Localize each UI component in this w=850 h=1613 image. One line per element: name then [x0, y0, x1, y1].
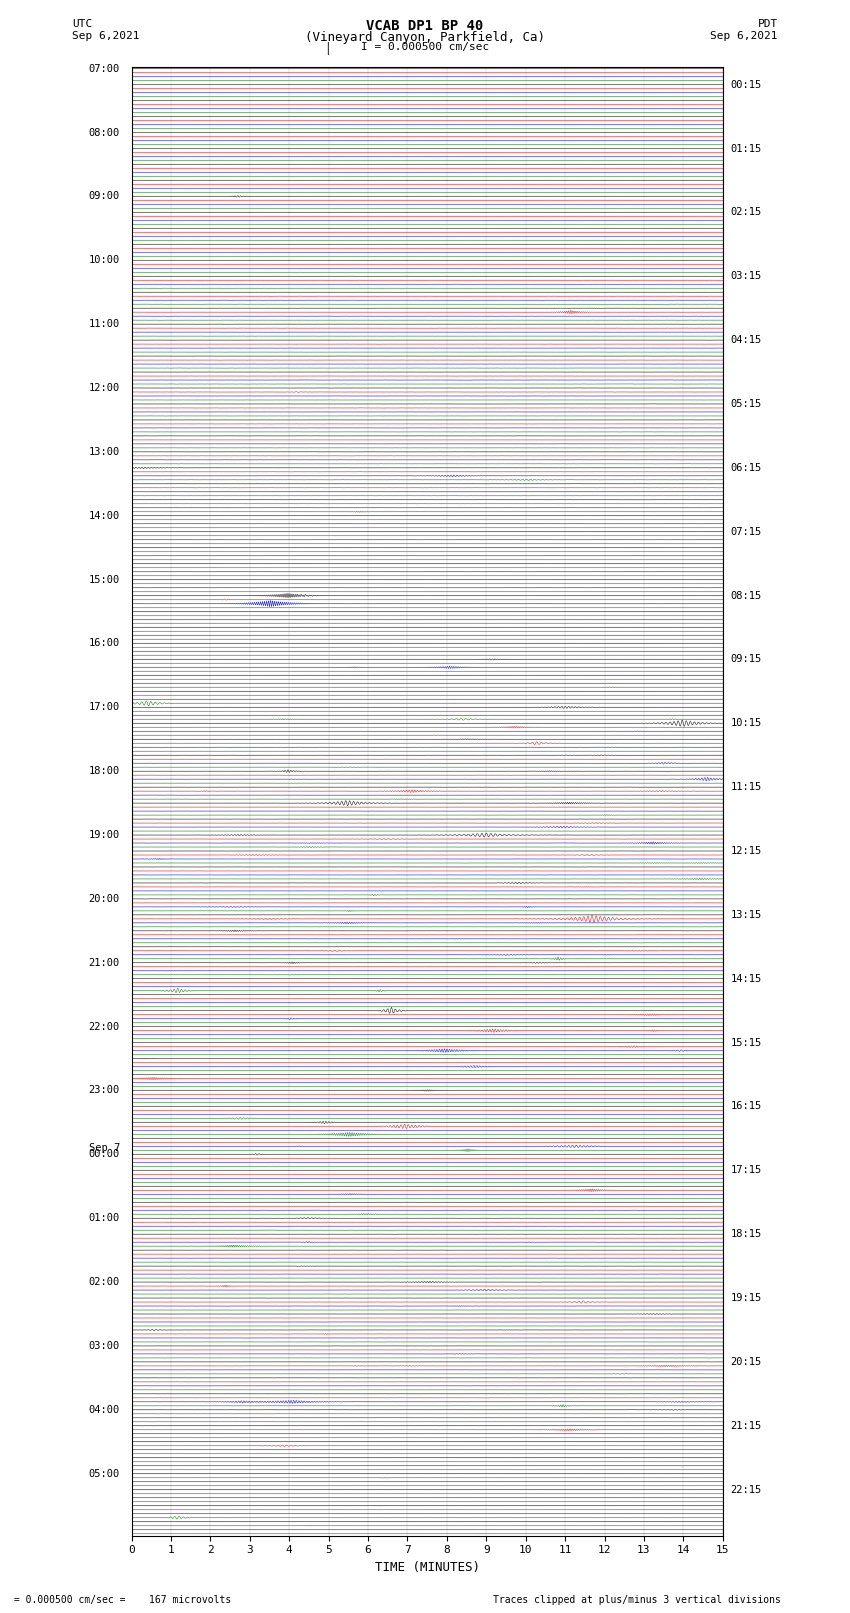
- Text: Traces clipped at plus/minus 3 vertical divisions: Traces clipped at plus/minus 3 vertical …: [493, 1595, 781, 1605]
- Text: 13:00: 13:00: [88, 447, 120, 456]
- Text: Sep 7: Sep 7: [88, 1144, 120, 1153]
- Text: 15:00: 15:00: [88, 574, 120, 584]
- Text: 20:15: 20:15: [731, 1357, 762, 1366]
- Text: 22:00: 22:00: [88, 1021, 120, 1032]
- Text: 16:00: 16:00: [88, 639, 120, 648]
- X-axis label: TIME (MINUTES): TIME (MINUTES): [375, 1561, 479, 1574]
- Text: 00:00: 00:00: [88, 1150, 120, 1160]
- Text: (Vineyard Canyon, Parkfield, Ca): (Vineyard Canyon, Parkfield, Ca): [305, 31, 545, 44]
- Text: 20:00: 20:00: [88, 894, 120, 903]
- Text: 11:00: 11:00: [88, 319, 120, 329]
- Text: 07:00: 07:00: [88, 63, 120, 74]
- Text: │: │: [324, 42, 331, 55]
- Text: 23:00: 23:00: [88, 1086, 120, 1095]
- Text: 06:15: 06:15: [731, 463, 762, 473]
- Text: = 0.000500 cm/sec =    167 microvolts: = 0.000500 cm/sec = 167 microvolts: [8, 1595, 232, 1605]
- Text: 11:15: 11:15: [731, 782, 762, 792]
- Text: 14:00: 14:00: [88, 511, 120, 521]
- Text: 04:15: 04:15: [731, 336, 762, 345]
- Text: 09:15: 09:15: [731, 655, 762, 665]
- Text: PDT: PDT: [757, 19, 778, 29]
- Text: 19:00: 19:00: [88, 831, 120, 840]
- Text: 21:15: 21:15: [731, 1421, 762, 1431]
- Text: 21:00: 21:00: [88, 958, 120, 968]
- Text: 09:00: 09:00: [88, 192, 120, 202]
- Text: 08:00: 08:00: [88, 127, 120, 137]
- Text: 07:15: 07:15: [731, 527, 762, 537]
- Text: 00:15: 00:15: [731, 79, 762, 90]
- Text: 03:15: 03:15: [731, 271, 762, 281]
- Text: VCAB DP1 BP 40: VCAB DP1 BP 40: [366, 19, 484, 34]
- Text: 22:15: 22:15: [731, 1484, 762, 1495]
- Text: 03:00: 03:00: [88, 1340, 120, 1352]
- Text: 15:15: 15:15: [731, 1037, 762, 1047]
- Text: 01:00: 01:00: [88, 1213, 120, 1223]
- Text: 05:15: 05:15: [731, 398, 762, 410]
- Text: UTC: UTC: [72, 19, 93, 29]
- Text: 05:00: 05:00: [88, 1469, 120, 1479]
- Text: Sep 6,2021: Sep 6,2021: [711, 31, 778, 40]
- Text: 18:00: 18:00: [88, 766, 120, 776]
- Text: 17:15: 17:15: [731, 1165, 762, 1176]
- Text: 17:00: 17:00: [88, 702, 120, 713]
- Text: 02:00: 02:00: [88, 1277, 120, 1287]
- Text: 02:15: 02:15: [731, 208, 762, 218]
- Text: 13:15: 13:15: [731, 910, 762, 919]
- Text: 16:15: 16:15: [731, 1102, 762, 1111]
- Text: 19:15: 19:15: [731, 1294, 762, 1303]
- Text: 10:15: 10:15: [731, 718, 762, 729]
- Text: 12:00: 12:00: [88, 382, 120, 394]
- Text: I = 0.000500 cm/sec: I = 0.000500 cm/sec: [361, 42, 489, 52]
- Text: 12:15: 12:15: [731, 845, 762, 857]
- Text: 08:15: 08:15: [731, 590, 762, 600]
- Text: Sep 6,2021: Sep 6,2021: [72, 31, 139, 40]
- Text: 18:15: 18:15: [731, 1229, 762, 1239]
- Text: 04:00: 04:00: [88, 1405, 120, 1415]
- Text: 14:15: 14:15: [731, 974, 762, 984]
- Text: 10:00: 10:00: [88, 255, 120, 265]
- Text: 01:15: 01:15: [731, 144, 762, 153]
